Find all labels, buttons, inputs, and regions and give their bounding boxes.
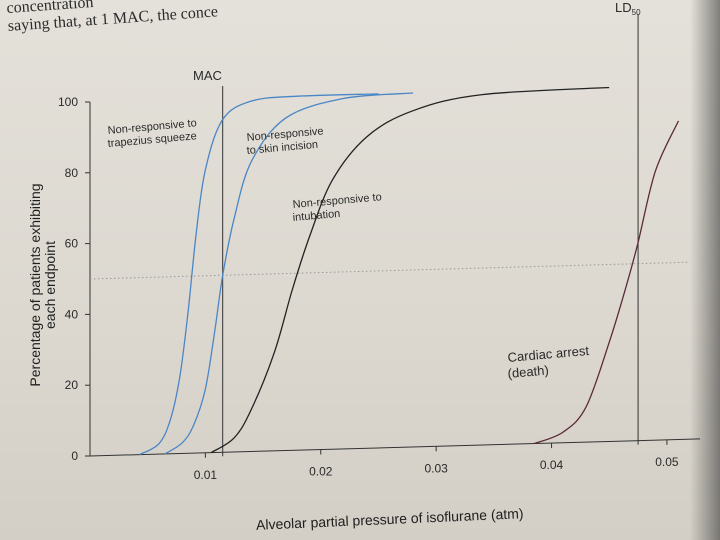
y-tick-label-80: 80 [65,166,79,180]
annotation-2-line-2: intubation [292,208,341,224]
y-tick-label-20: 20 [65,378,79,392]
x-tick-label-2: 0.03 [424,461,448,475]
x-axis-line [89,438,701,457]
series-curve-3 [533,120,680,445]
y-tick-label-60: 60 [65,237,79,251]
series-curve-0 [139,93,379,456]
x-tick-label-3: 0.04 [540,458,564,472]
y-axis-title-line-2: each endpoint [42,241,58,329]
x-axis-title: Alveolar partial pressure of isoflurane … [256,505,524,533]
ld-main: LD [615,0,632,15]
y-tick-label-0: 0 [71,449,78,463]
annotation-3-line-1: Cardiac arrest [507,343,590,365]
y-tick-label-100: 100 [58,95,78,109]
ld50-label: LD50 [615,0,641,17]
x-tick-label-1: 0.02 [309,465,333,479]
curves [139,86,680,456]
y-tick-labels: 0 20 40 60 80 100 [58,95,90,463]
y-tick-label-40: 40 [65,307,79,321]
y-axis-title-line-1: Percentage of patients exhibiting [27,183,43,386]
x-tick-label-0: 0.01 [194,468,218,482]
x-tick-label-4: 0.05 [655,455,679,469]
page-shadow [690,0,720,540]
ld-sub: 50 [632,8,641,17]
x-tick-labels: 0.01 0.02 0.03 0.04 0.05 [194,439,679,482]
series-curve-2 [210,86,610,454]
annotation-3-line-2: (death) [507,362,549,381]
axes [89,14,701,457]
fifty-percent-line [89,261,691,280]
mac-label: MAC [193,68,222,83]
series-curve-1 [164,92,414,455]
